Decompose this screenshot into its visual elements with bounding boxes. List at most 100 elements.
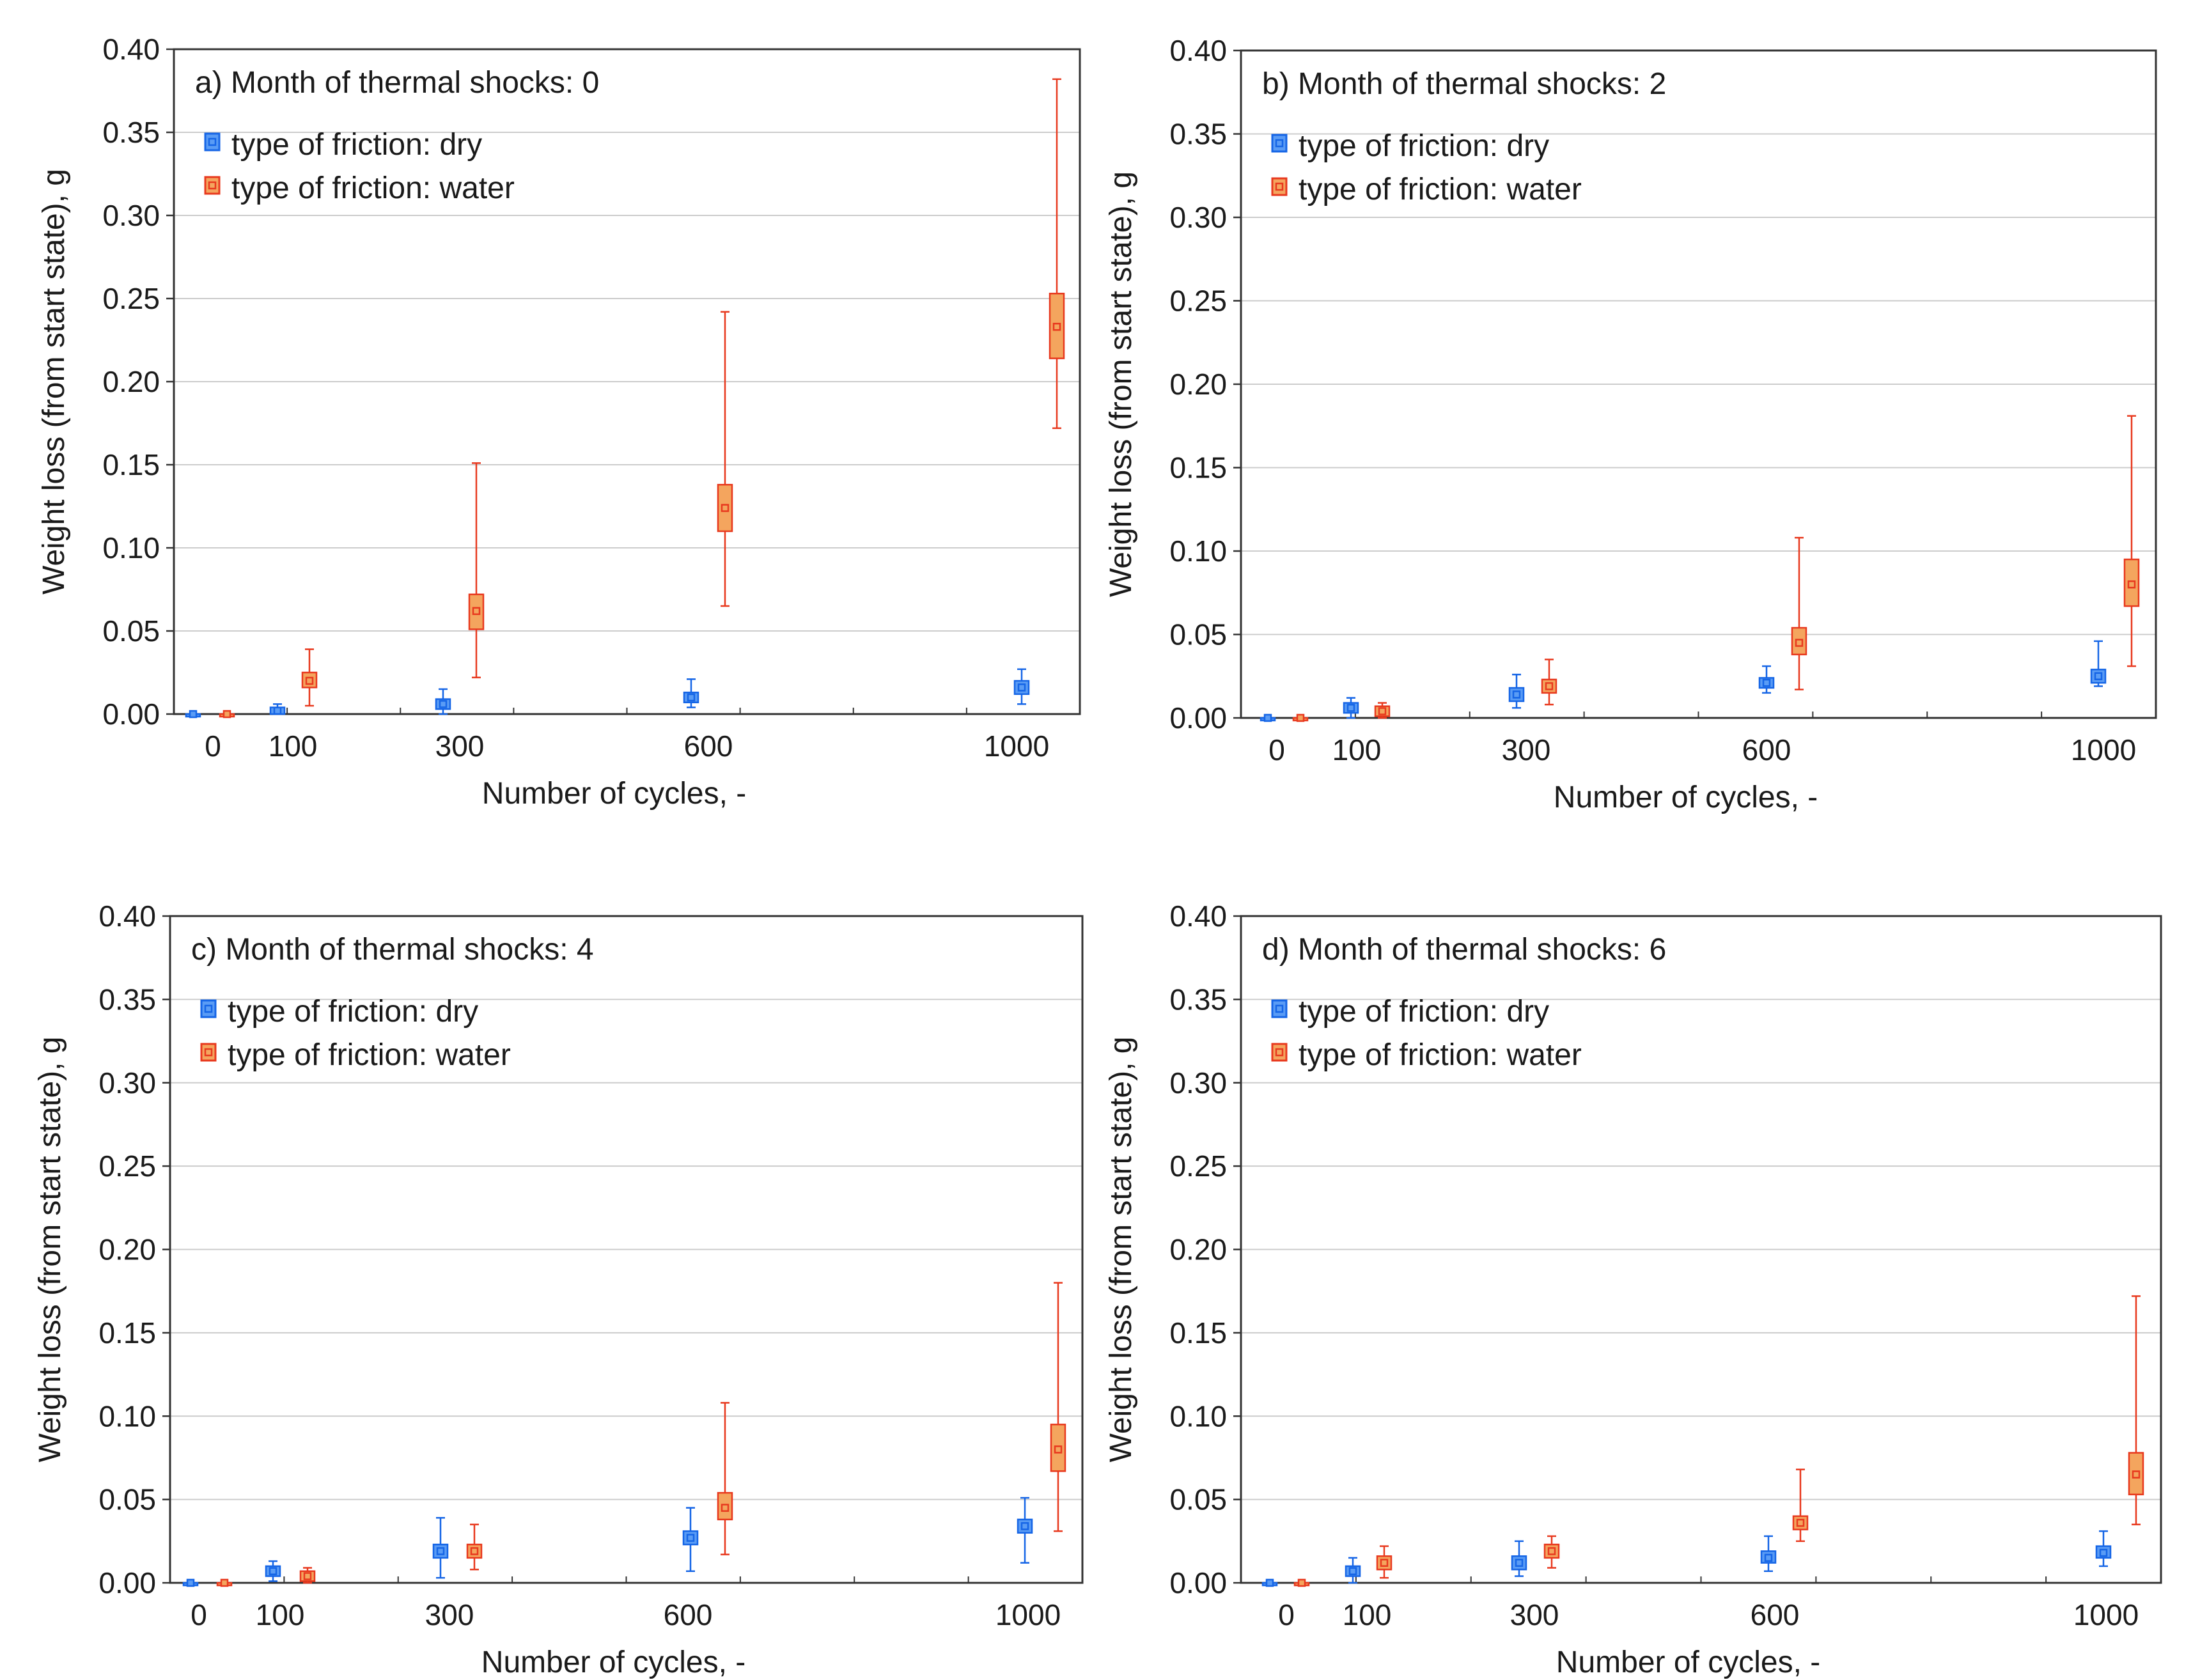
- x-axis-title: Number of cycles, -: [482, 777, 746, 811]
- y-axis-title: Weight loss (from start state), g: [1104, 1037, 1138, 1463]
- box-water-1000: [2128, 1295, 2144, 1525]
- mean-marker: [687, 693, 696, 702]
- mean-marker: [1762, 678, 1771, 687]
- y-tick-label: 0.20: [98, 1233, 156, 1266]
- legend-icon-dry: [200, 999, 217, 1018]
- mean-marker: [2094, 672, 2103, 680]
- y-tick-label: 0.10: [1169, 534, 1227, 568]
- legend-icon-dry: [1271, 134, 1288, 153]
- x-tick-label: 300: [425, 1598, 474, 1631]
- box-water-600: [717, 311, 733, 607]
- mean-marker: [686, 1534, 695, 1542]
- box-dry-1000: [1017, 1497, 1033, 1564]
- x-tick-label: 300: [435, 729, 485, 763]
- panel-b: 0.00 0.05 0.10 0.15 0.20 0.25 0.30 0.35 0.40 0 100…: [1104, 34, 2157, 814]
- mean-marker: [269, 1567, 277, 1575]
- legend: type of friction: dry type of friction: w…: [1271, 995, 1582, 1072]
- y-tick-label: 0.40: [1169, 899, 1227, 933]
- legend-label-dry: type of friction: dry: [231, 128, 482, 162]
- mean-marker: [186, 1578, 195, 1587]
- legend: type of friction: dry type of friction: w…: [1271, 129, 1582, 206]
- y-tick-label: 0.05: [1169, 1483, 1227, 1516]
- legend-icon-water-mean: [1275, 1048, 1284, 1057]
- y-tick-label: 0.00: [1169, 1566, 1227, 1599]
- box-dry-300: [435, 688, 451, 715]
- box-water-100: [299, 1567, 316, 1584]
- mean-marker: [472, 607, 481, 616]
- y-tick-label: 0.35: [98, 983, 156, 1016]
- y-tick-label: 0.35: [102, 116, 160, 149]
- x-tick-label: 100: [256, 1598, 305, 1631]
- legend-icon-water: [1271, 177, 1288, 196]
- box-water-600: [1791, 536, 1807, 690]
- legend-icon-water: [204, 176, 221, 195]
- y-tick-label: 0.25: [98, 1149, 156, 1183]
- x-tick-label: 0: [1268, 733, 1285, 766]
- legend-icon-dry-mean: [1275, 1004, 1284, 1013]
- mean-marker: [721, 1504, 729, 1512]
- legend-label-dry: type of friction: dry: [228, 995, 478, 1029]
- mean-marker: [1795, 639, 1804, 647]
- y-tick-label: 0.15: [102, 448, 160, 481]
- x-tick-label: 1000: [2073, 1598, 2139, 1631]
- legend-icon-dry-mean: [1275, 139, 1284, 148]
- mean-marker: [470, 1547, 479, 1555]
- legend-icon-water-mean: [1275, 182, 1284, 191]
- mean-marker: [2099, 1548, 2108, 1557]
- y-tick-label: 0.40: [102, 33, 160, 66]
- box-dry-100: [1343, 697, 1359, 719]
- box-dry-1000: [1013, 668, 1030, 705]
- box-dry-600: [1758, 665, 1775, 694]
- x-tick-label: 100: [1343, 1598, 1392, 1631]
- mean-marker: [1378, 707, 1387, 715]
- y-tick-label: 0.00: [102, 697, 160, 731]
- mean-marker: [721, 504, 729, 512]
- mean-marker: [1297, 1578, 1306, 1587]
- y-tick-label: 0.35: [1169, 118, 1227, 151]
- y-tick-label: 0.25: [102, 282, 160, 315]
- box-dry-100: [1345, 1557, 1361, 1584]
- panel-a: 0.00 0.05 0.10 0.15 0.20 0.25 0.30 0.35 0.40 0 100…: [37, 33, 1081, 811]
- mean-marker: [273, 706, 282, 715]
- y-tick-label: 0.40: [98, 899, 156, 933]
- legend-icon-dry: [1271, 999, 1288, 1018]
- legend-icon-dry: [204, 132, 221, 152]
- panel-d: 0.00 0.05 0.10 0.15 0.20 0.25 0.30 0.35 0.40 0 100…: [1104, 899, 2162, 1679]
- y-axis-title: Weight loss (from start state), g: [1104, 171, 1138, 597]
- y-tick-label: 0.15: [98, 1316, 156, 1349]
- box-water-300: [1543, 1535, 1560, 1569]
- x-tick-label: 600: [684, 729, 733, 763]
- box-dry-300: [1511, 1540, 1527, 1577]
- y-tick-label: 0.10: [1169, 1399, 1227, 1433]
- box-dry-0: [1260, 713, 1276, 722]
- x-tick-label: 600: [664, 1598, 713, 1631]
- mean-marker: [222, 710, 231, 719]
- mean-marker: [1380, 1559, 1389, 1567]
- mean-marker: [1796, 1518, 1805, 1527]
- mean-marker: [1052, 322, 1061, 331]
- box-dry-600: [1760, 1535, 1777, 1572]
- legend: type of friction: dry type of friction: w…: [200, 995, 511, 1072]
- legend-label-water: type of friction: water: [1299, 1038, 1582, 1072]
- box-water-1000: [2123, 415, 2140, 667]
- mean-marker: [220, 1578, 229, 1587]
- box-water-0: [1292, 713, 1309, 722]
- x-tick-label: 0: [191, 1598, 207, 1631]
- mean-marker: [2127, 580, 2136, 589]
- x-axis-title: Number of cycles, -: [1554, 781, 1818, 814]
- mean-marker: [2132, 1470, 2141, 1479]
- box-water-300: [468, 462, 485, 679]
- box-dry-300: [432, 1517, 449, 1579]
- panel-title: b) Month of thermal shocks: 2: [1262, 67, 1666, 101]
- x-axis-title: Number of cycles, -: [1556, 1645, 1820, 1679]
- box-water-0: [219, 710, 235, 719]
- x-tick-label: 300: [1510, 1598, 1559, 1631]
- mean-marker: [1346, 704, 1355, 712]
- panel-c: 0.00 0.05 0.10 0.15 0.20 0.25 0.30 0.35 0.40 0 100…: [33, 899, 1084, 1679]
- panel-title: c) Month of thermal shocks: 4: [191, 933, 594, 967]
- mean-marker: [1545, 682, 1554, 690]
- mean-marker: [436, 1547, 445, 1555]
- legend-icon-dry-mean: [204, 1004, 213, 1013]
- box-water-600: [1792, 1468, 1809, 1543]
